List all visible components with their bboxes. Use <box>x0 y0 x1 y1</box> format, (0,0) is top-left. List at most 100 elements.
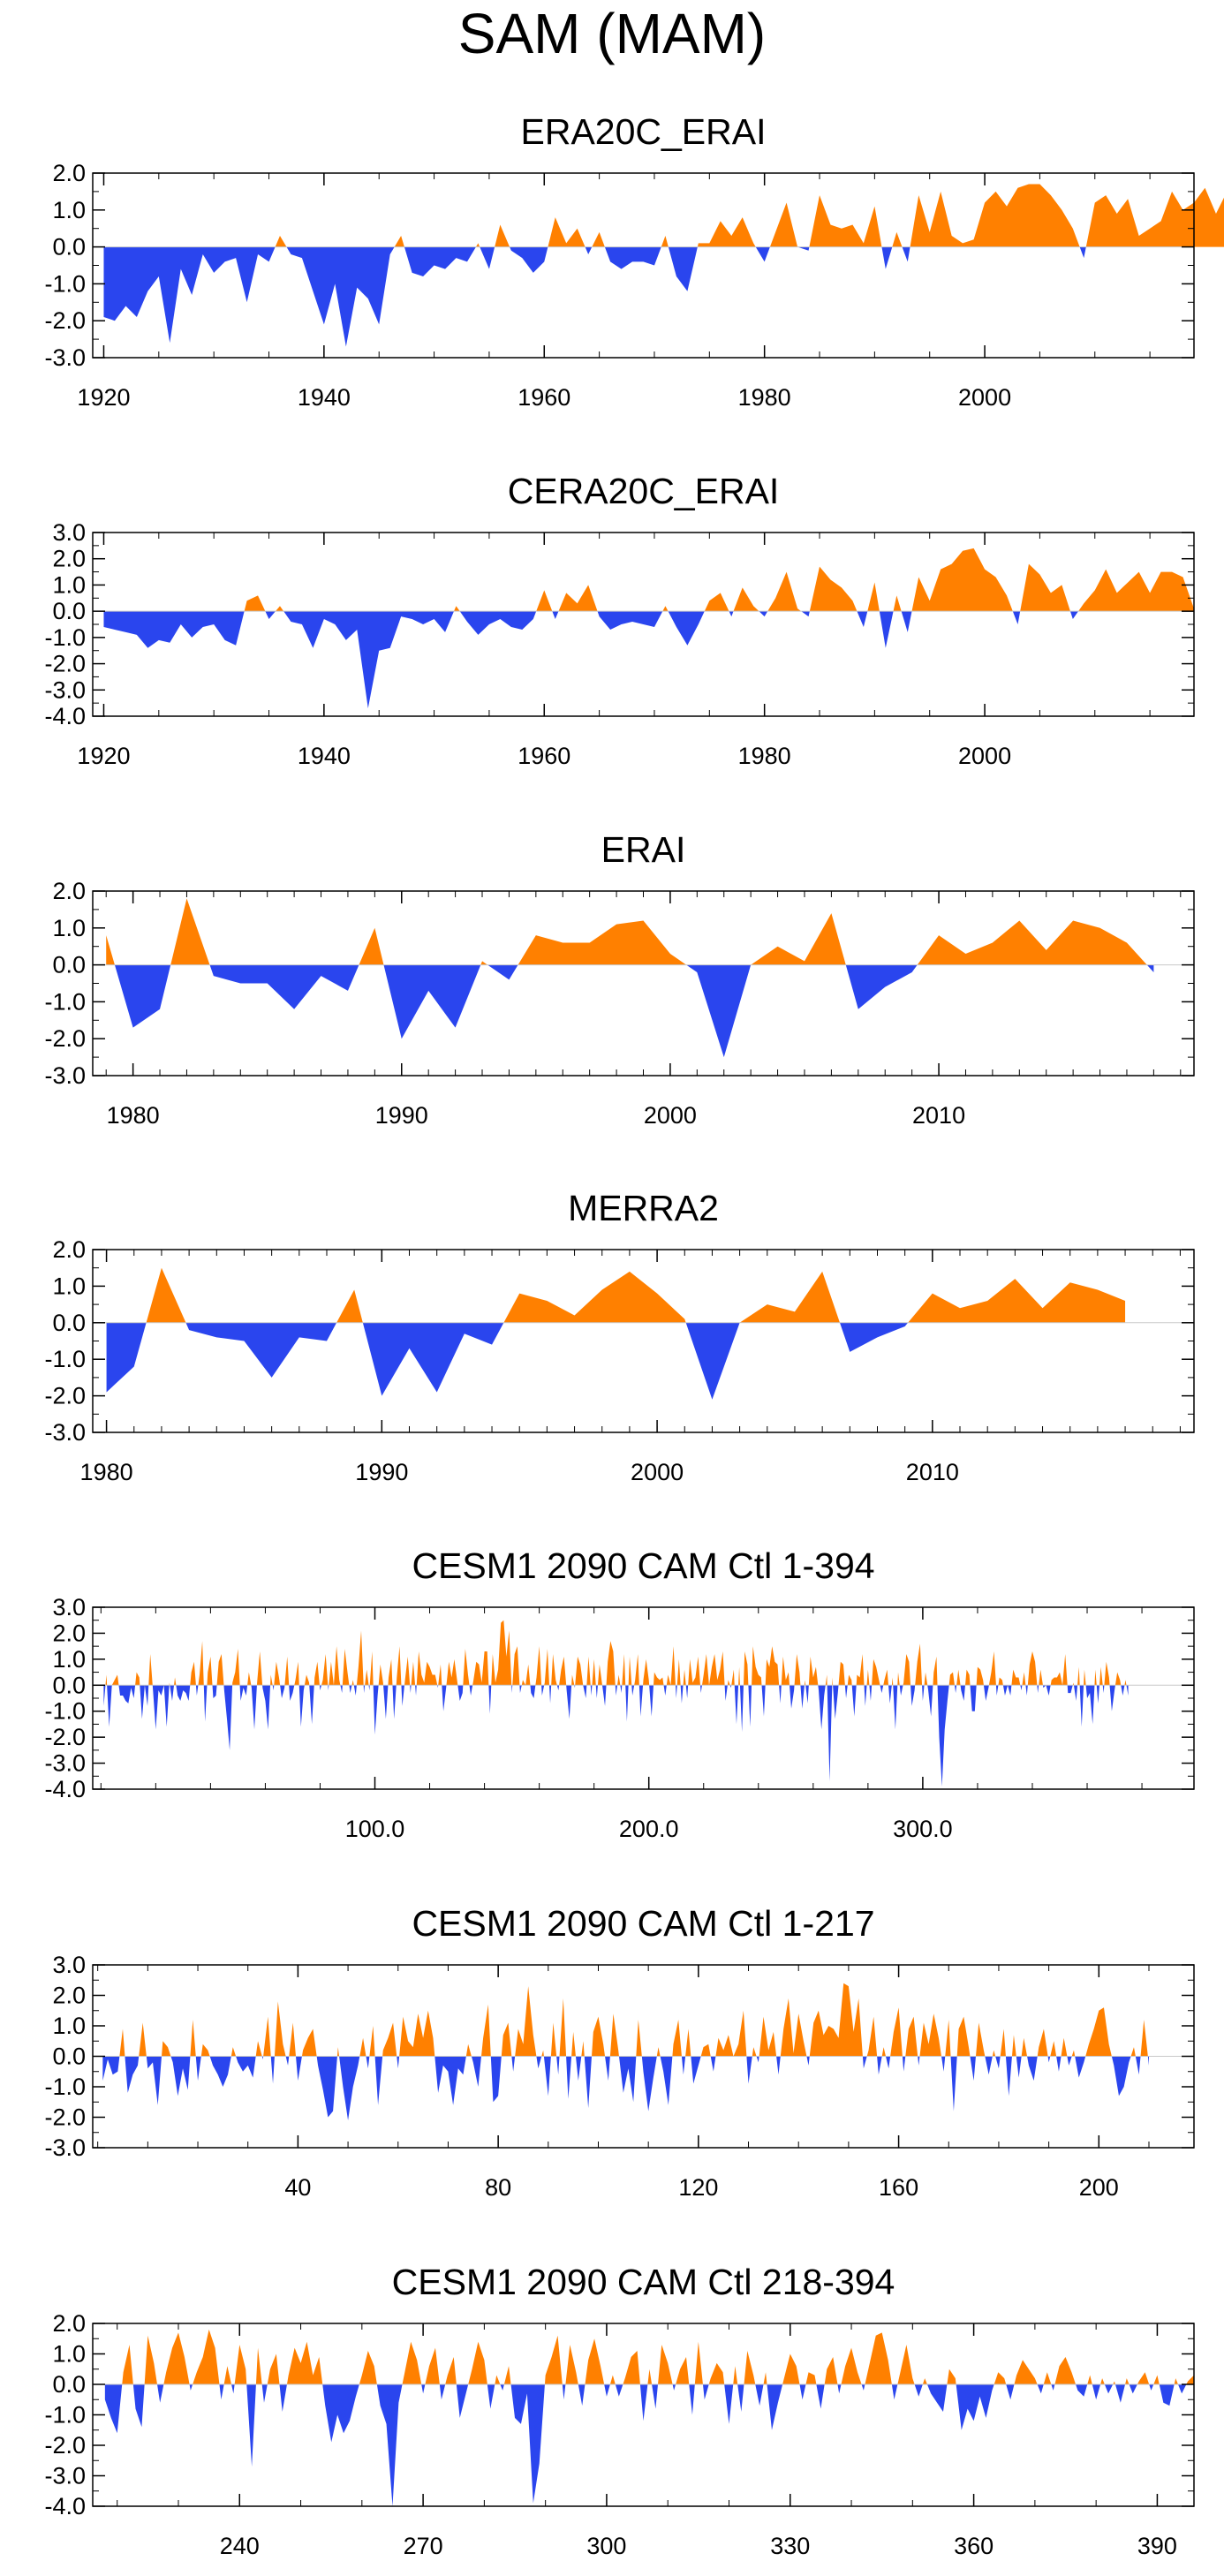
y-tick-label: -4.0 <box>44 703 86 729</box>
y-tick-label: 0.0 <box>52 1310 86 1336</box>
y-tick-label: 0.0 <box>52 598 86 624</box>
x-tick-label: 2000 <box>644 1102 697 1129</box>
x-tick-label: 1960 <box>518 384 570 411</box>
y-tick-label: -3.0 <box>44 2463 86 2489</box>
y-tick-label: 2.0 <box>52 2310 86 2337</box>
x-tick-label: 270 <box>404 2533 443 2559</box>
chart-1: ERA20C_ERAI 1920 1940 1960 1980 2000 -3.0 -2.0 -… <box>44 111 1224 411</box>
y-tick-label: 0.0 <box>52 1672 86 1698</box>
y-tick-label: -4.0 <box>44 1776 86 1802</box>
positive-area <box>103 184 1224 247</box>
x-tick-label: 2000 <box>631 1459 684 1485</box>
negative-area <box>106 1322 1126 1400</box>
y-tick-label: -2.0 <box>44 1724 86 1750</box>
y-tick-label: 2.0 <box>52 1983 86 2009</box>
y-tick-label: -2.0 <box>44 651 86 677</box>
y-tick-label: 0.0 <box>52 2371 86 2398</box>
y-tick-label: 2.0 <box>52 1620 86 1646</box>
y-tick-label: -2.0 <box>44 307 86 334</box>
chart-4: MERRA2 1980 1990 2000 2010 -3.0 -2.0 -1.0 0.0 1.0… <box>44 1188 1195 1485</box>
chart-6: CESM1 2090 CAM Ctl 1-217 40 80 120 160 200 -3.… <box>44 1903 1195 2201</box>
x-tick-label: 2000 <box>958 384 1011 411</box>
y-tick-label: -3.0 <box>44 344 86 371</box>
x-tick-label: 390 <box>1137 2533 1177 2559</box>
x-tick-label: 240 <box>220 2533 260 2559</box>
negative-area <box>102 2056 1149 2120</box>
panel-title: CERA20C_ERAI <box>508 471 780 511</box>
y-tick-label: -2.0 <box>44 2432 86 2459</box>
y-tick-label: -2.0 <box>44 1025 86 1052</box>
y-tick-label: 1.0 <box>52 1646 86 1673</box>
y-tick-label: 2.0 <box>52 546 86 572</box>
negative-area <box>106 964 1154 1058</box>
x-tick-label: 1980 <box>738 743 791 769</box>
x-tick-label: 120 <box>678 2174 718 2201</box>
y-tick-label: 3.0 <box>52 1952 86 1978</box>
positive-area <box>103 1620 1129 1686</box>
positive-area <box>106 1267 1126 1323</box>
y-tick-label: 1.0 <box>52 915 86 941</box>
negative-area <box>104 2384 1194 2506</box>
x-tick-label: 200.0 <box>619 1816 679 1842</box>
panel-title: ERA20C_ERAI <box>520 111 766 152</box>
y-tick-label: -1.0 <box>44 1698 86 1725</box>
page-title: SAM (MAM) <box>457 2 767 65</box>
x-tick-label: 300 <box>586 2533 626 2559</box>
x-tick-label: 1940 <box>298 743 351 769</box>
y-tick-label: -1.0 <box>44 2402 86 2429</box>
y-tick-label: -3.0 <box>44 2134 86 2161</box>
y-tick-label: 2.0 <box>52 878 86 904</box>
panel-title: ERAI <box>601 829 686 870</box>
x-tick-label: 330 <box>770 2533 810 2559</box>
panel-title: CESM1 2090 CAM Ctl 1-394 <box>412 1545 874 1586</box>
positive-area <box>102 1983 1149 2057</box>
x-tick-label: 1920 <box>77 743 130 769</box>
x-tick-label: 200 <box>1079 2174 1119 2201</box>
x-tick-label: 360 <box>954 2533 994 2559</box>
y-tick-label: -1.0 <box>44 2074 86 2100</box>
x-tick-label: 1990 <box>375 1102 428 1129</box>
chart-5: CESM1 2090 CAM Ctl 1-394 100.0 200.0 300.0 -… <box>44 1545 1195 1842</box>
x-tick-label: 1990 <box>355 1459 408 1485</box>
chart-3: ERAI 1980 1990 2000 2010 -3.0 -2.0 -1.0 0.0 1.0 2.… <box>44 829 1195 1129</box>
y-tick-label: 0.0 <box>52 2043 86 2070</box>
y-tick-label: 3.0 <box>52 519 86 546</box>
negative-area <box>103 246 1224 347</box>
x-tick-label: 100.0 <box>345 1816 405 1842</box>
x-tick-label: 1920 <box>77 384 130 411</box>
y-tick-label: -3.0 <box>44 676 86 703</box>
x-tick-label: 1980 <box>738 384 791 411</box>
panel-title: CESM1 2090 CAM Ctl 1-217 <box>412 1903 874 1944</box>
chart-2: CERA20C_ERAI 1920 1940 1960 1980 2000 -4.0-3.0… <box>44 471 1195 769</box>
y-tick-label: 1.0 <box>52 197 86 223</box>
y-tick-label: -2.0 <box>44 2104 86 2131</box>
y-tick-label: 2.0 <box>52 1236 86 1263</box>
y-tick-label: 2.0 <box>52 160 86 186</box>
y-tick-label: -2.0 <box>44 1383 86 1409</box>
x-tick-label: 1980 <box>107 1102 160 1129</box>
positive-area <box>103 548 1195 612</box>
y-tick-label: -3.0 <box>44 1062 86 1089</box>
y-tick-label: 0.0 <box>52 952 86 978</box>
plot-frame <box>92 1606 1195 1790</box>
negative-area <box>103 1685 1129 1787</box>
positive-area <box>104 2329 1194 2384</box>
y-tick-label: -4.0 <box>44 2493 86 2519</box>
y-tick-label: -1.0 <box>44 624 86 651</box>
x-tick-label: 1960 <box>518 743 570 769</box>
y-tick-label: 1.0 <box>52 2341 86 2368</box>
x-tick-label: 300.0 <box>893 1816 953 1842</box>
x-tick-label: 160 <box>879 2174 918 2201</box>
y-tick-label: 1.0 <box>52 571 86 598</box>
y-tick-label: -1.0 <box>44 988 86 1015</box>
negative-area <box>103 611 1195 709</box>
y-tick-label: 3.0 <box>52 1594 86 1620</box>
x-tick-label: 1940 <box>298 384 351 411</box>
chart-7: CESM1 2090 CAM Ctl 218-394 240 270 300 330 36… <box>44 2262 1195 2559</box>
y-tick-label: -1.0 <box>44 1346 86 1372</box>
y-tick-label: -1.0 <box>44 270 86 297</box>
x-tick-label: 80 <box>485 2174 511 2201</box>
y-tick-label: 1.0 <box>52 2013 86 2039</box>
x-tick-label: 1980 <box>80 1459 133 1485</box>
